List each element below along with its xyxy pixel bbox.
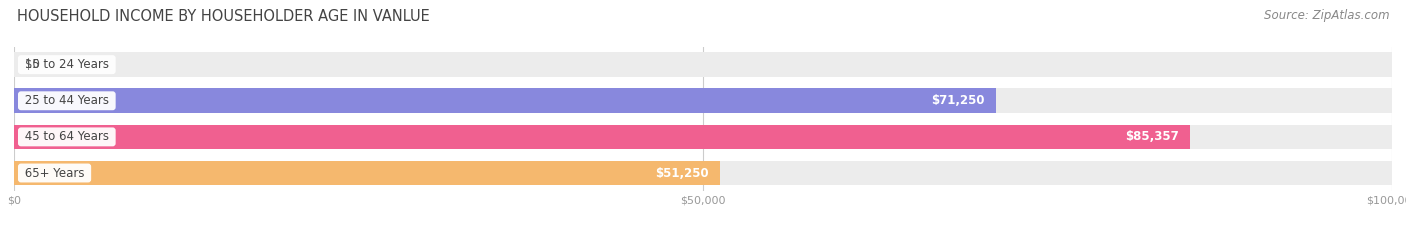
Text: 15 to 24 Years: 15 to 24 Years — [21, 58, 112, 71]
Text: $0: $0 — [25, 58, 39, 71]
Text: HOUSEHOLD INCOME BY HOUSEHOLDER AGE IN VANLUE: HOUSEHOLD INCOME BY HOUSEHOLDER AGE IN V… — [17, 9, 430, 24]
Text: 65+ Years: 65+ Years — [21, 167, 89, 179]
Bar — [14, 89, 995, 113]
Text: $51,250: $51,250 — [655, 167, 709, 179]
Text: 45 to 64 Years: 45 to 64 Years — [21, 130, 112, 143]
Bar — [14, 161, 720, 185]
Bar — [14, 125, 1392, 149]
Bar — [14, 89, 1392, 113]
Text: $71,250: $71,250 — [931, 94, 984, 107]
Text: Source: ZipAtlas.com: Source: ZipAtlas.com — [1264, 9, 1389, 22]
Text: 25 to 44 Years: 25 to 44 Years — [21, 94, 112, 107]
Bar — [14, 161, 1392, 185]
Bar — [14, 125, 1189, 149]
Text: $85,357: $85,357 — [1125, 130, 1180, 143]
Bar — [14, 52, 1392, 77]
